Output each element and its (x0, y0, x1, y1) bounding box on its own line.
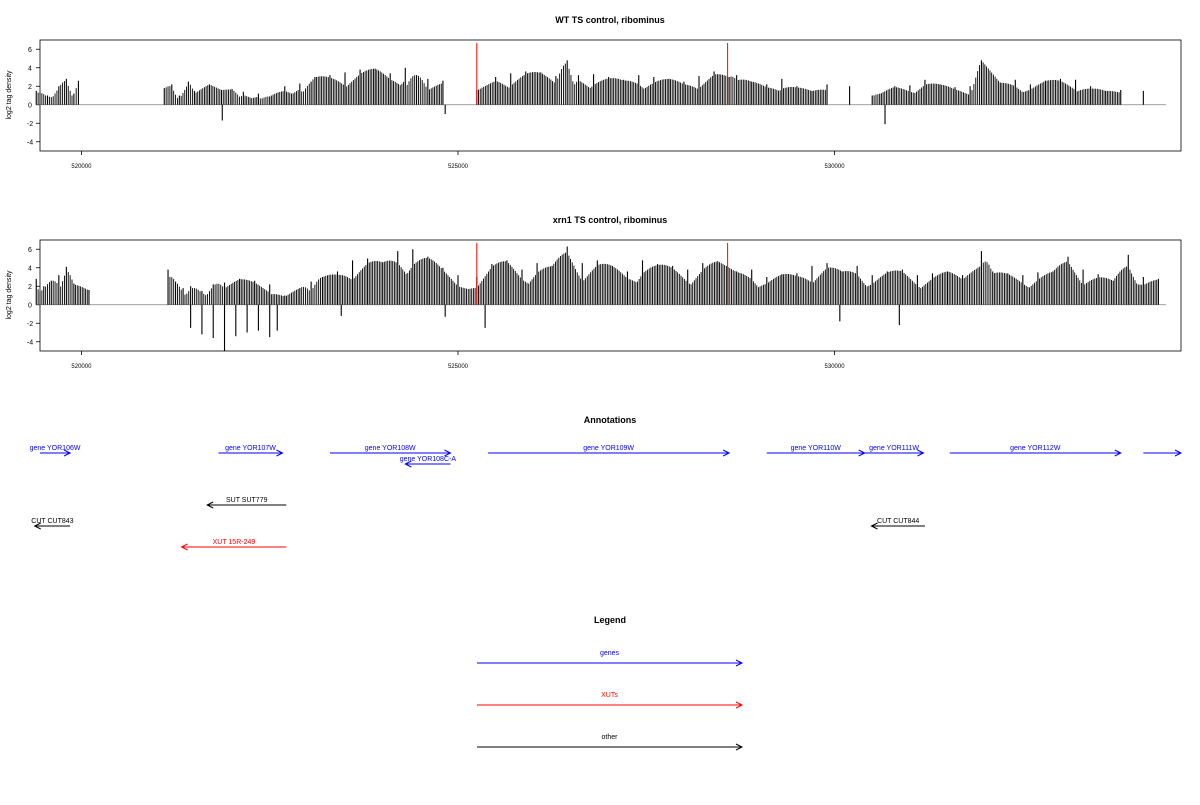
wt-track-x-axis: 520000525000530000535000 (71, 151, 846, 170)
other-feature: SUT SUT779 (206, 497, 287, 509)
gene-feature: gene YOR111W (864, 445, 925, 457)
feature-label: gene YOR108C-A (400, 456, 457, 463)
y-tick-label: 2 (28, 84, 32, 91)
legend-panel: Legend genes XUTs other (477, 615, 744, 751)
feature-label: gene YOR112W (1010, 445, 1061, 452)
gene-feature: gene YOR107W (218, 445, 284, 457)
gene-feature (1143, 449, 1183, 457)
x-tick-label: 525000 (448, 364, 469, 370)
wt-track-panel: WT TS control, ribominus log2 tag densit… (6, 15, 1182, 170)
x-tick-label: 530000 (825, 364, 846, 370)
feature-label: other (602, 734, 619, 741)
y-tick-label: 0 (28, 102, 32, 109)
gene-feature: gene YOR112W (949, 445, 1122, 457)
gene-feature: gene YOR110W (766, 445, 866, 457)
xut-feature: XUT 15R-249 (180, 539, 287, 551)
arrow-head-icon (858, 449, 866, 457)
y-tick-label: 4 (28, 65, 32, 72)
arrow-head-icon (917, 449, 925, 457)
other-feature: CUT CUT844 (870, 518, 925, 530)
feature-label: CUT CUT843 (31, 518, 73, 525)
xrn1-track-x-axis: 520000525000530000535000 (71, 351, 846, 370)
xrn1-track-signal (35, 243, 1166, 351)
legend-entry: XUTs (477, 692, 744, 709)
y-tick-label: 2 (28, 284, 32, 291)
feature-label: gene YOR110W (791, 445, 842, 452)
arrow-head-icon (444, 449, 452, 457)
y-tick-label: 6 (28, 247, 32, 254)
gene-feature: gene YOR108C-A (400, 456, 457, 468)
x-tick-label: 520000 (71, 364, 92, 370)
arrow-head-icon (63, 449, 72, 457)
arrow-head-icon (1174, 449, 1183, 457)
other-feature: CUT CUT843 (31, 518, 74, 530)
annotations-panel: Annotations gene YOR106W gene YOR107W gene… (30, 415, 1183, 551)
feature-label: genes (600, 650, 620, 657)
wt-track-signal (35, 43, 1166, 125)
y-tick-label: -4 (27, 139, 33, 146)
legend-entries: genes XUTs other (477, 650, 744, 751)
wt-track-ylabel: log2 tag density (6, 70, 13, 120)
wt-track-title: WT TS control, ribominus (555, 15, 665, 25)
arrow-head-icon (735, 701, 744, 709)
arrow-head-icon (1114, 449, 1122, 457)
xrn1-track-title: xrn1 TS control, ribominus (553, 215, 668, 225)
y-tick-label: -2 (27, 321, 33, 328)
arrow-head-icon (206, 501, 214, 509)
x-tick-label: 530000 (825, 164, 846, 170)
arrow-head-icon (735, 743, 744, 751)
legend-title: Legend (594, 615, 626, 625)
xrn1-track-panel: xrn1 TS control, ribominus log2 tag dens… (6, 215, 1182, 370)
gene-feature: gene YOR109W (488, 445, 731, 457)
arrow-head-icon (33, 522, 41, 530)
feature-label: gene YOR108W (365, 445, 416, 452)
legend-entry: other (477, 734, 744, 751)
xrn1-track-ylabel: log2 tag density (6, 270, 13, 320)
feature-label: CUT CUT844 (877, 518, 919, 525)
feature-label: gene YOR106W (30, 445, 81, 452)
feature-label: gene YOR109W (583, 445, 634, 452)
xrn1-track-y-axis: -4 -2 0 2 4 6 (27, 247, 40, 346)
gene-feature: gene YOR106W (30, 445, 81, 457)
y-tick-label: 6 (28, 47, 32, 54)
arrow-head-icon (276, 449, 284, 457)
feature-label: XUT 15R-249 (213, 539, 256, 546)
feature-label: gene YOR107W (225, 445, 276, 452)
x-tick-label: 525000 (448, 164, 469, 170)
x-tick-label: 520000 (71, 164, 92, 170)
y-tick-label: -2 (27, 121, 33, 128)
legend-entry: genes (477, 650, 744, 667)
y-tick-label: -4 (27, 339, 33, 346)
arrow-head-icon (722, 449, 731, 457)
arrow-head-icon (404, 460, 412, 468)
y-tick-label: 4 (28, 265, 32, 272)
feature-label: SUT SUT779 (226, 497, 268, 504)
annotations-title: Annotations (584, 415, 637, 425)
y-tick-label: 0 (28, 302, 32, 309)
arrow-head-icon (870, 522, 878, 530)
gene-feature: gene YOR108W (329, 445, 452, 457)
feature-label: gene YOR111W (869, 445, 919, 452)
arrow-head-icon (735, 659, 744, 667)
arrow-head-icon (180, 543, 188, 551)
feature-label: XUTs (601, 692, 618, 699)
annotation-features: gene YOR106W gene YOR107W gene YOR108W gene… (30, 445, 1183, 551)
